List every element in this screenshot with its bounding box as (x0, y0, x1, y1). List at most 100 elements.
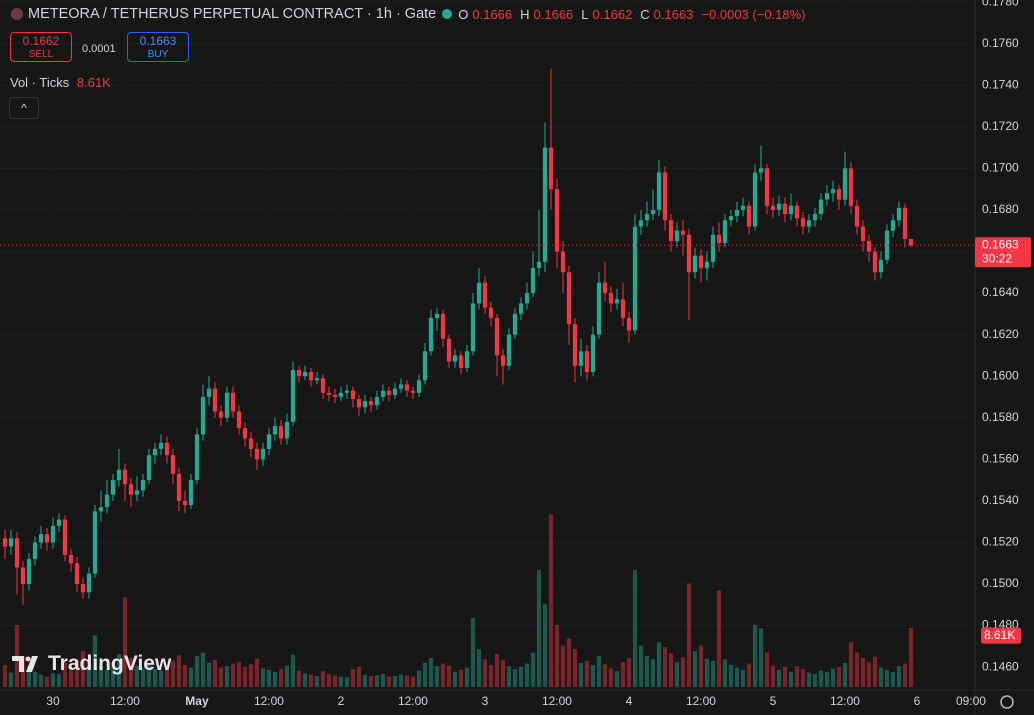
candle-body (38, 534, 44, 543)
collapse-button[interactable]: ^ (9, 97, 39, 119)
volume-bar (500, 660, 506, 687)
ohlc-label: H (520, 6, 530, 22)
candle-body (74, 563, 80, 585)
volume-bar (218, 667, 224, 687)
candle-body (716, 234, 722, 244)
candle-body (422, 351, 428, 381)
logo (12, 656, 38, 672)
candle-body (722, 220, 728, 244)
volume-bar (746, 663, 752, 687)
candle-body (230, 392, 236, 412)
volume-bar (866, 662, 872, 687)
volume-bar (152, 669, 158, 687)
settings-icon[interactable] (1000, 695, 1014, 709)
volume-bar (560, 645, 566, 687)
candle-body (572, 324, 578, 366)
volume-bar (818, 670, 824, 687)
candle-body (374, 396, 380, 406)
volume-bar (314, 675, 320, 687)
volume-bar (200, 652, 206, 687)
status-dot (442, 9, 453, 19)
volume-bar (290, 654, 296, 687)
candle-body (86, 573, 92, 593)
candle-body (284, 421, 290, 439)
candle-body (524, 293, 530, 304)
candle-body (848, 168, 854, 206)
candle-body (830, 189, 836, 194)
volume-bar (440, 663, 446, 687)
candle-body (446, 338, 452, 362)
candle-body (362, 401, 368, 408)
candle-body (842, 168, 848, 200)
x-tick-label: 12:00 (542, 694, 572, 708)
candle-body (656, 172, 662, 210)
candle-body (578, 351, 584, 366)
volume-bar (386, 676, 392, 687)
volume-bar (896, 666, 902, 687)
candle-body (506, 334, 512, 366)
volume-bar (212, 660, 218, 687)
volume-bar (2, 664, 8, 687)
volume-bar (716, 590, 722, 687)
volume-bar (284, 665, 290, 687)
x-tick-label: 12:00 (686, 694, 716, 708)
volume-bar (194, 655, 200, 687)
volume-bar (296, 670, 302, 687)
candle-body (812, 214, 818, 221)
volume-bar (662, 647, 668, 687)
volume-bar (230, 663, 236, 687)
header: METEORA / TETHERUS PERPETUAL CONTRACT · … (10, 6, 806, 22)
candle-body (110, 480, 116, 495)
candle-body (500, 355, 506, 366)
sell-button[interactable]: 0.1662 SELL (10, 32, 72, 62)
volume-bar (512, 669, 518, 687)
candle-body (350, 390, 356, 400)
candle-body (698, 255, 704, 269)
candle-body (2, 538, 8, 547)
sell-price: 0.1662 (22, 34, 60, 48)
volume-bar (56, 673, 62, 687)
candle-body (20, 567, 26, 585)
volume-tag (981, 627, 1021, 644)
candle-body (152, 448, 158, 456)
indicator-value: 8.61K (76, 75, 111, 90)
volume-bar (302, 673, 308, 687)
candle-body (164, 442, 170, 456)
candle-body (662, 172, 668, 221)
volume-bar (254, 658, 260, 687)
candle-body (560, 251, 566, 273)
y-tick-label: 0.1500 (982, 576, 1019, 590)
y-tick-label: 0.1560 (982, 451, 1019, 465)
candle-body (302, 372, 308, 377)
x-tick-label: 6 (914, 694, 921, 708)
buy-price: 0.1663 (139, 34, 177, 48)
candle-body (50, 525, 56, 543)
candle-body (692, 255, 698, 273)
volume-tag-value: 8.61K (984, 628, 1015, 642)
ohlc-label: C (640, 6, 650, 22)
volume-bar (206, 662, 212, 687)
candle-body (8, 538, 14, 547)
candle-body (860, 226, 866, 242)
volume-bar (626, 658, 632, 687)
candle-body (854, 205, 860, 227)
volume-bar (260, 668, 266, 687)
volume-bar (368, 675, 374, 687)
candle-body (782, 203, 788, 215)
y-tick-label: 0.1640 (982, 285, 1019, 299)
candle-body (908, 239, 914, 246)
candle-body (212, 388, 218, 412)
volume-bar (554, 624, 560, 687)
volume-bar (848, 642, 854, 687)
volume-bar (98, 666, 104, 687)
volume-bar (698, 645, 704, 687)
volume-bar (170, 660, 176, 687)
volume-bar (140, 668, 146, 687)
y-tick-label: 0.1580 (982, 410, 1019, 424)
volume-bar (410, 676, 416, 687)
volume-bar (62, 662, 68, 687)
volume-bar (764, 652, 770, 687)
volume-bar (704, 658, 710, 687)
buy-button[interactable]: 0.1663 BUY (127, 32, 189, 62)
candle-body (206, 388, 212, 397)
